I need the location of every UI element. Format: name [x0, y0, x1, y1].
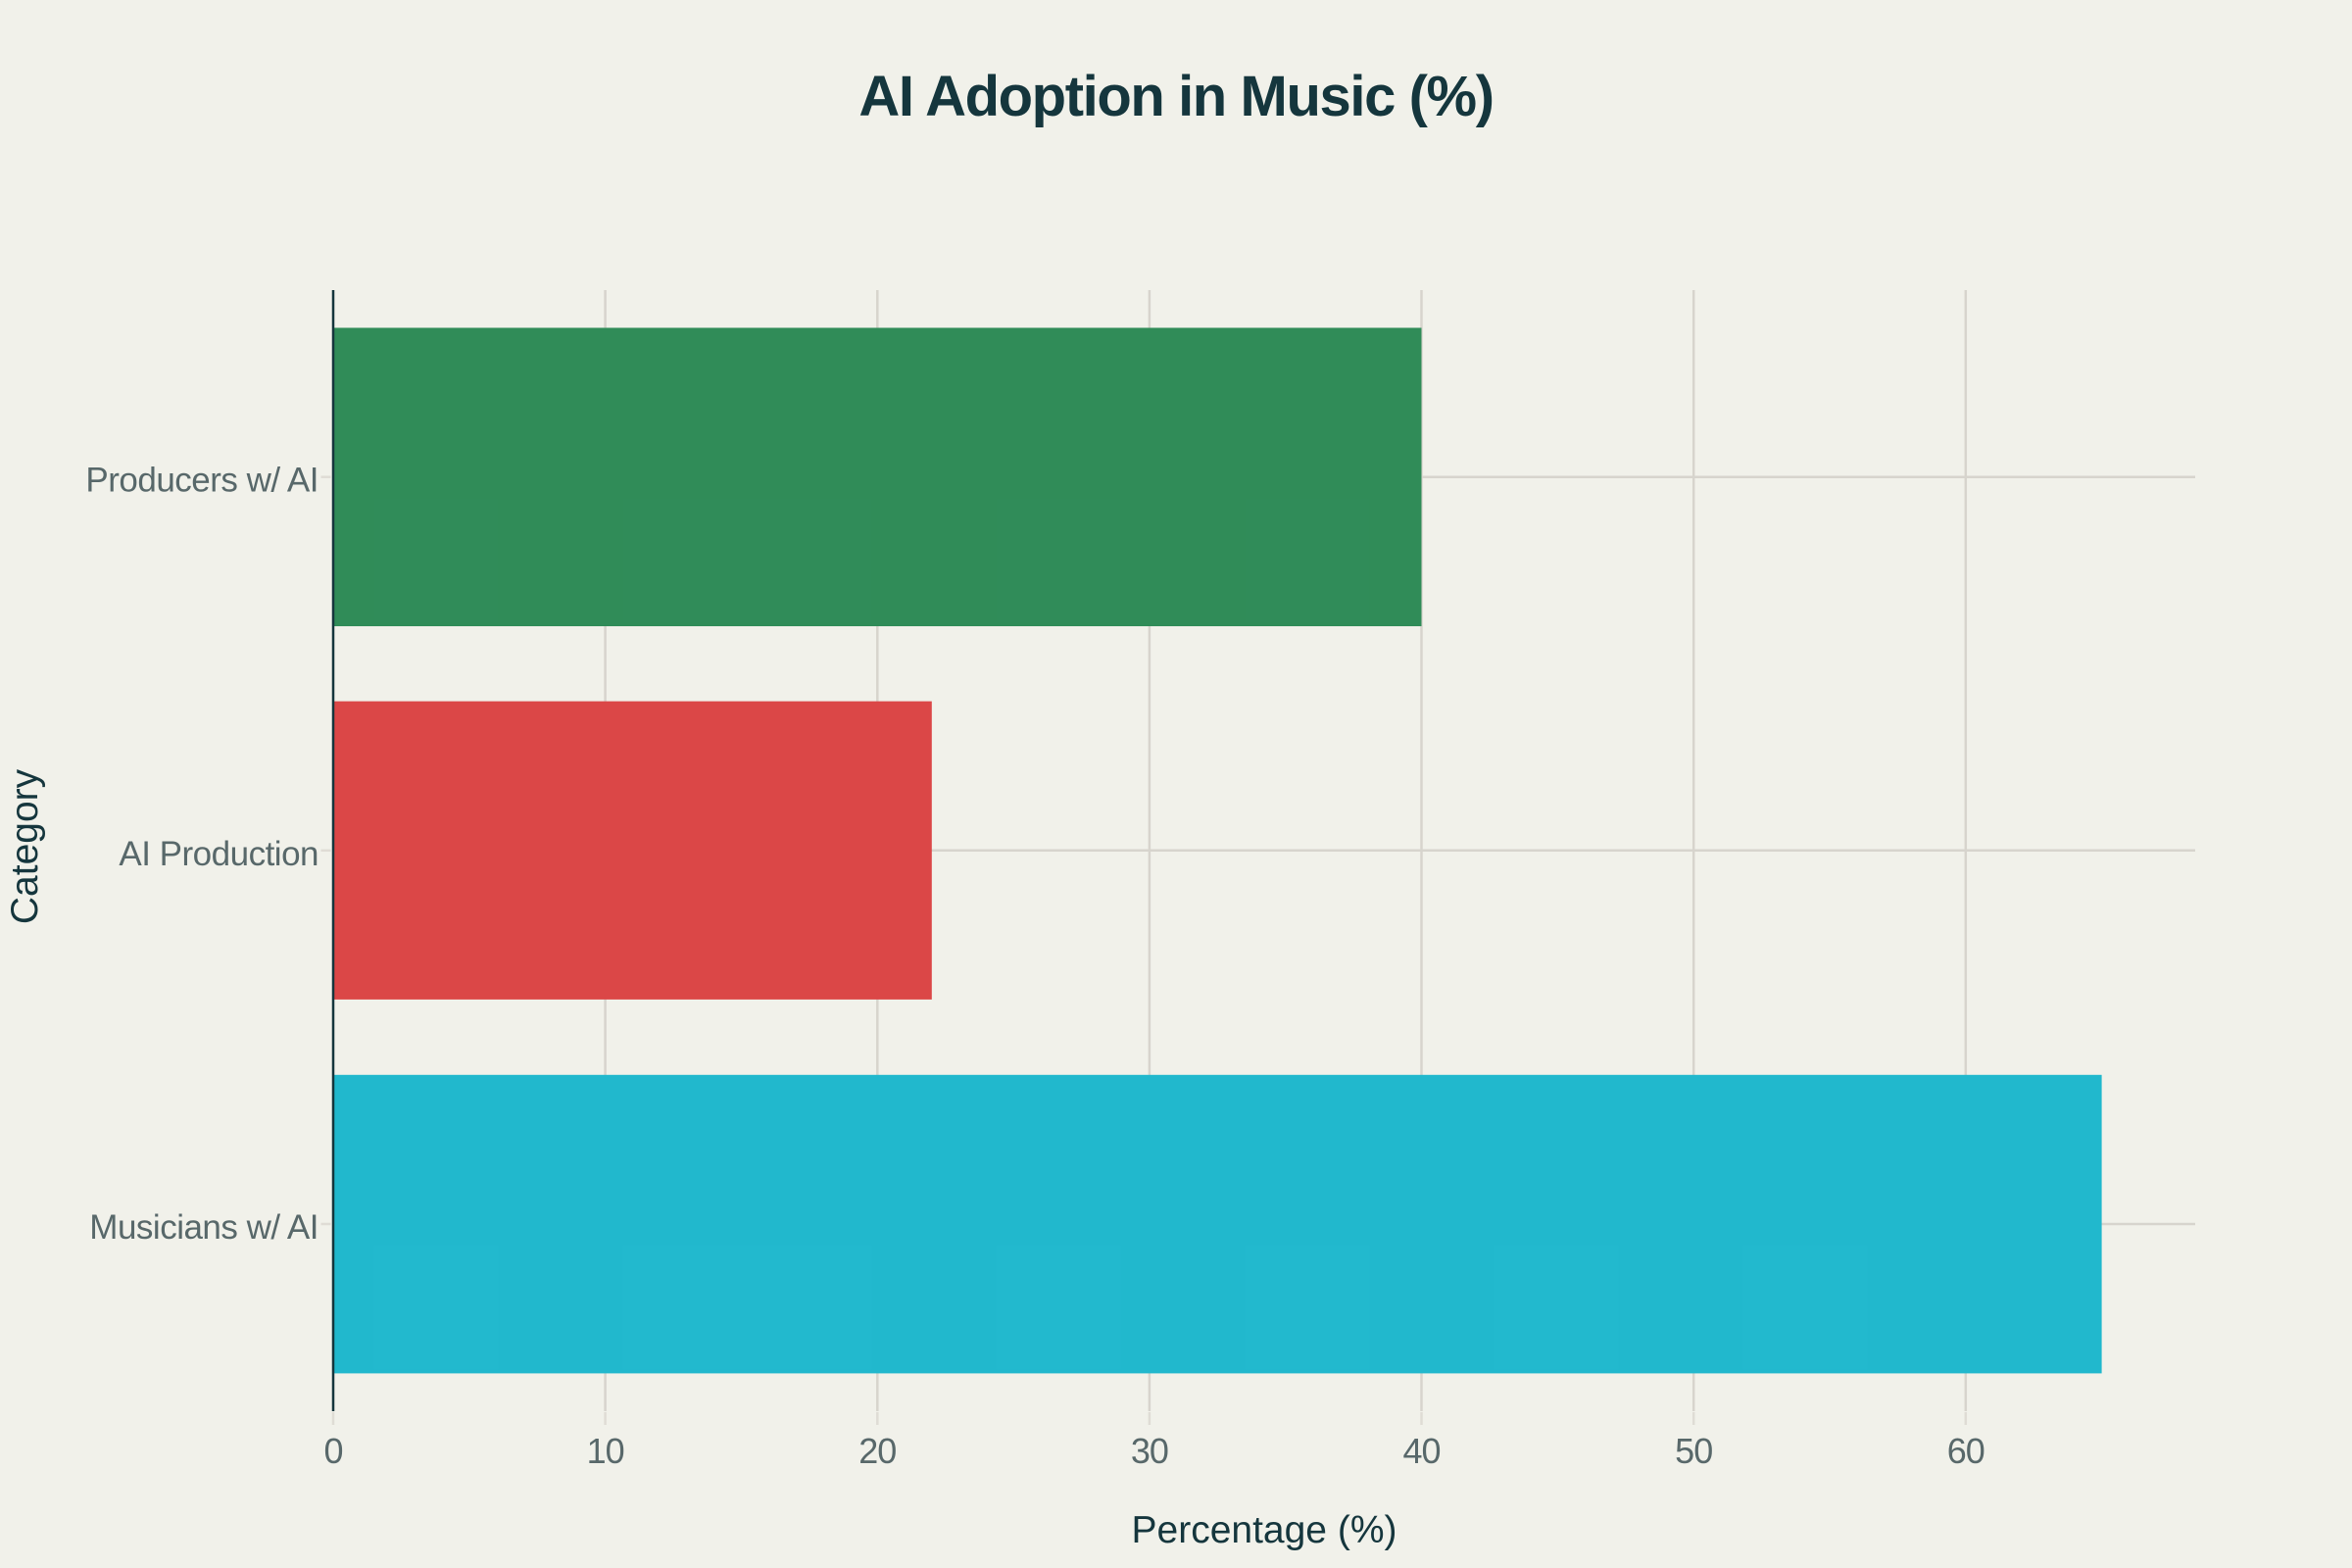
- svg-text:Producers w/ AI: Producers w/ AI: [85, 462, 318, 500]
- svg-text:Percentage (%): Percentage (%): [1132, 1509, 1397, 1551]
- svg-text:40: 40: [1402, 1431, 1440, 1471]
- svg-text:Category: Category: [4, 768, 46, 924]
- svg-text:AI Production: AI Production: [119, 835, 318, 873]
- svg-text:0: 0: [323, 1431, 342, 1471]
- svg-text:30: 30: [1131, 1431, 1168, 1471]
- svg-text:50: 50: [1675, 1431, 1712, 1471]
- svg-text:60: 60: [1947, 1431, 1984, 1471]
- svg-text:AI Adoption in Music (%): AI Adoption in Music (%): [858, 65, 1493, 128]
- svg-text:Musicians w/ AI: Musicians w/ AI: [89, 1208, 318, 1247]
- svg-text:10: 10: [587, 1431, 624, 1471]
- svg-text:20: 20: [858, 1431, 896, 1471]
